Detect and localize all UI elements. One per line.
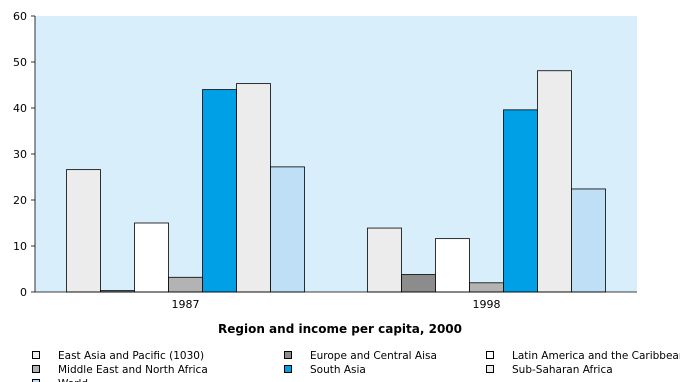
legend-label: Sub-Saharan Africa [512,364,613,376]
legend-swatch [32,365,40,373]
bar-chart: 0 10 20 30 40 50 60 1987 1998 [13,10,637,311]
legend-swatch [284,365,292,373]
bar [469,282,504,293]
legend-label: East Asia and Pacific (1030) [58,350,205,362]
legend-swatch [486,365,494,373]
legend-label: South Asia [310,364,366,376]
bar [503,109,538,293]
bar [537,70,572,293]
legend-swatch [32,351,40,359]
bar [401,274,436,293]
x-axis-title: Region and income per capita, 2000 [218,322,462,336]
bar [270,166,305,293]
y-tick-label: 50 [13,56,27,69]
legend-label: World [58,378,88,382]
y-tick-label: 60 [13,10,27,23]
bar [435,238,470,293]
y-tick-label: 40 [13,102,27,115]
legend-swatch [284,351,292,359]
y-tick-label: 30 [13,148,27,161]
legend-label: Europe and Central Aisa [310,350,437,362]
y-tick-label: 20 [13,194,27,207]
bar [66,169,101,293]
x-tick-label: 1998 [473,298,501,311]
y-tick-label: 10 [13,240,27,253]
bar [367,227,402,293]
bar [236,83,271,293]
legend-swatch [486,351,494,359]
legend-swatch [32,379,40,382]
legend-label: Latin America and the Caribbean [512,350,680,362]
bar [134,222,169,293]
bar [202,89,237,293]
legend-label: Middle East and North Africa [58,364,208,376]
bar [168,276,203,293]
x-tick-label: 1987 [172,298,200,311]
y-tick-label: 0 [20,286,27,299]
bar [571,188,606,293]
legend: East Asia and Pacific (1030) Europe and C… [0,346,680,382]
